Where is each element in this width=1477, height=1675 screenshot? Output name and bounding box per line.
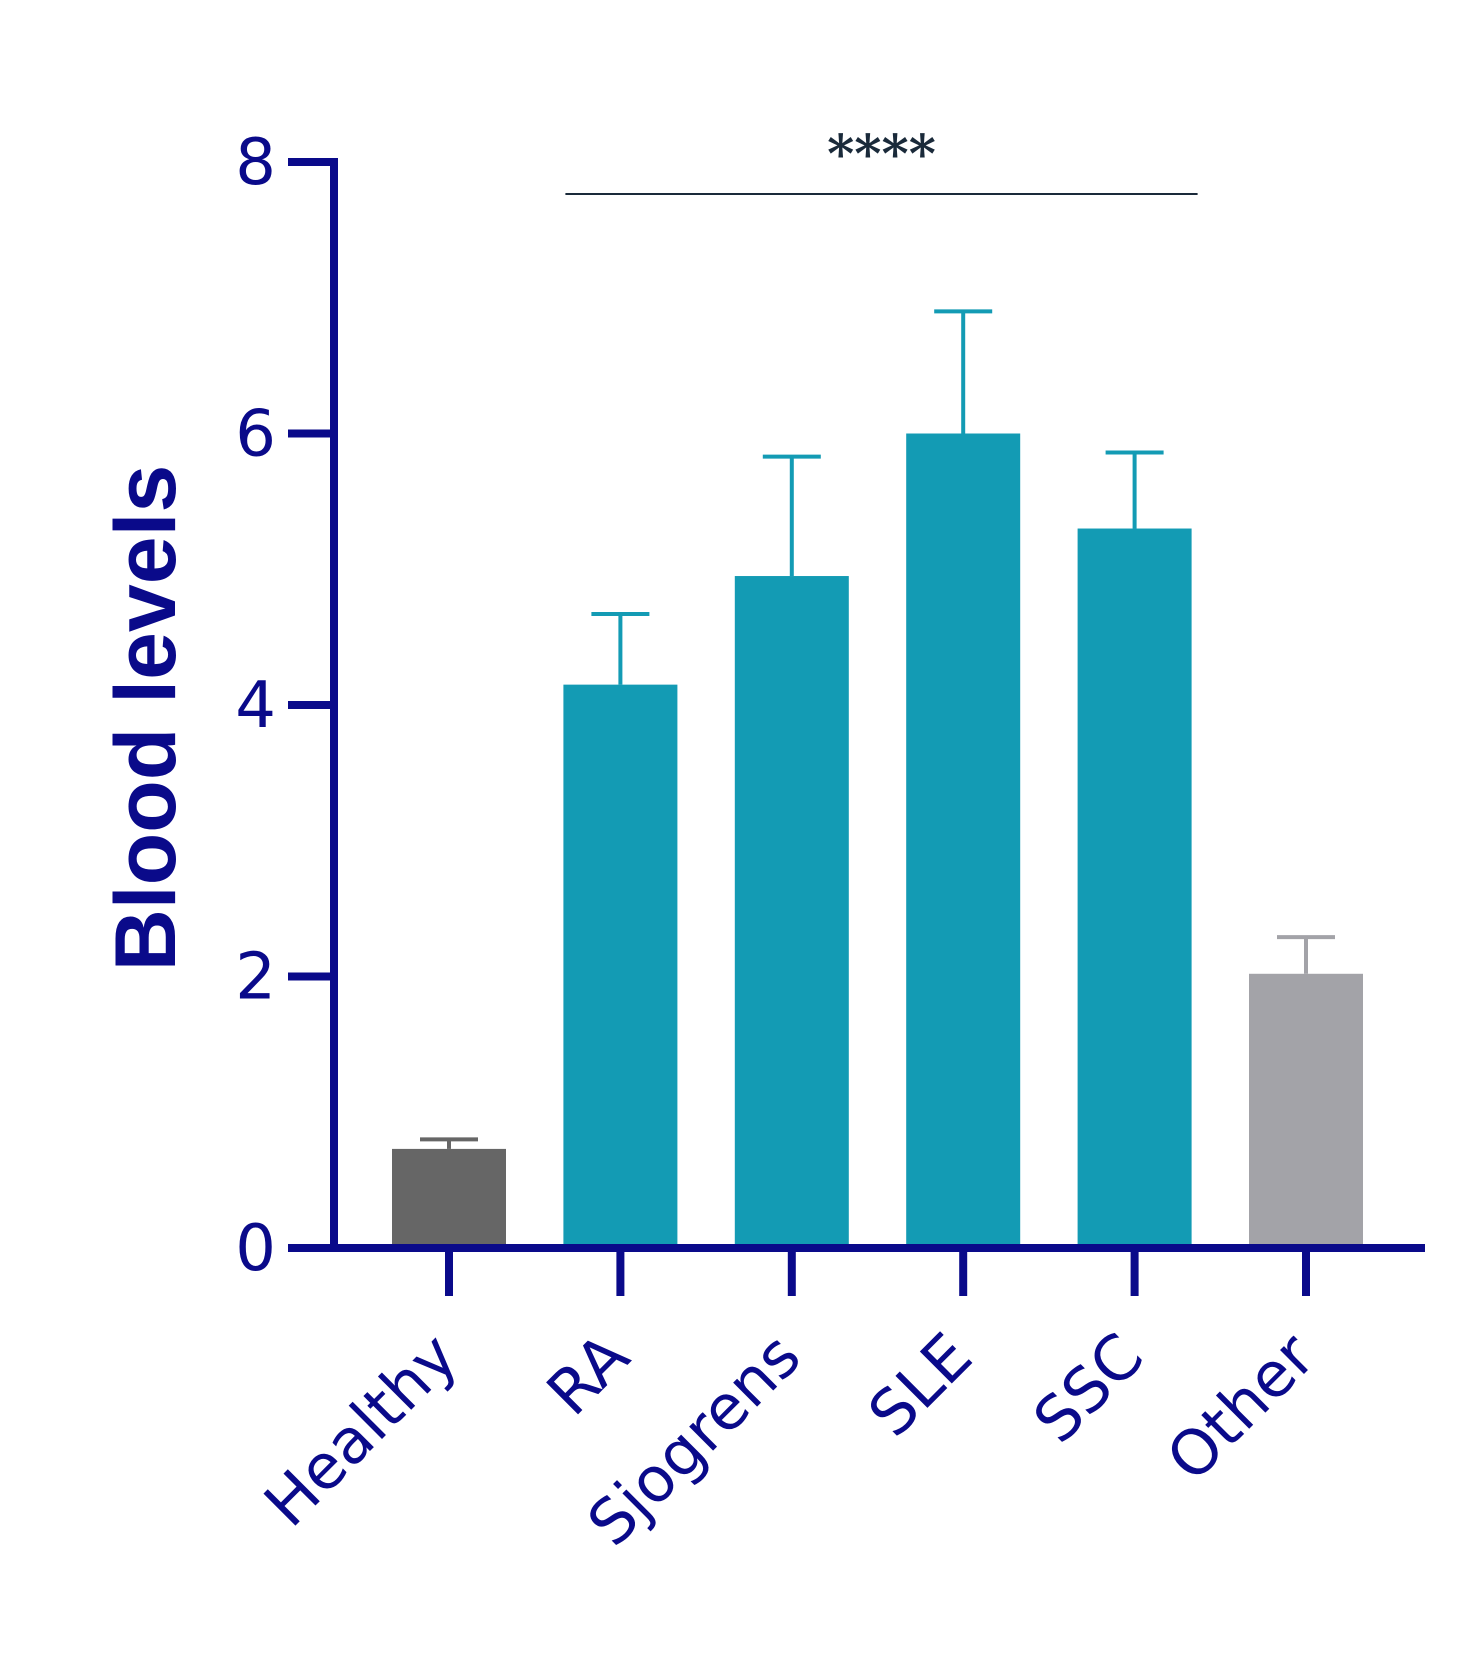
error-bars-group <box>420 309 1335 1149</box>
bar-ssc <box>1077 528 1192 1248</box>
x-tick-label-healthy: Healthy <box>250 1319 472 1541</box>
bar-sjogrens <box>734 576 849 1248</box>
bar-sle <box>906 433 1021 1248</box>
y-axis-label: Blood levels <box>98 465 194 972</box>
x-tick-label-other: Other <box>1153 1319 1329 1495</box>
y-tick-label-4: 4 <box>235 669 276 743</box>
x-tick-label-sle: SLE <box>854 1319 986 1451</box>
y-tick-label-2: 2 <box>235 941 276 1015</box>
bar-other <box>1249 973 1363 1248</box>
significance-label: **** <box>827 124 936 185</box>
y-tick-label-6: 6 <box>235 398 276 472</box>
x-tick-label-ssc: SSC <box>1019 1319 1157 1457</box>
axes-group <box>288 158 1425 1296</box>
y-tick-label-8: 8 <box>235 126 276 200</box>
y-tick-label-0: 0 <box>235 1212 276 1286</box>
x-tick-label-ra: RA <box>533 1319 643 1429</box>
bar-healthy <box>392 1148 506 1248</box>
bar-ra <box>563 684 678 1248</box>
bars-group <box>392 433 1363 1248</box>
